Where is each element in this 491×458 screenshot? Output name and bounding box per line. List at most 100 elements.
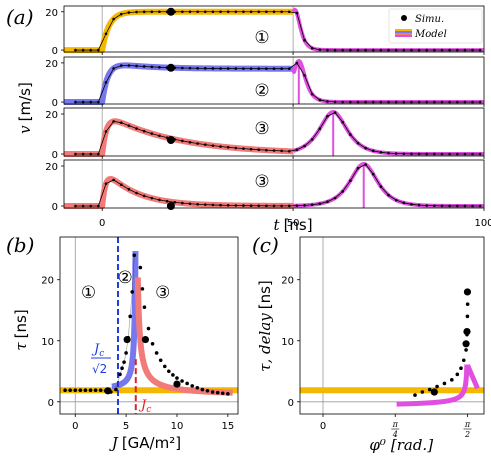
ytick-label-a4: 0 [52, 202, 58, 213]
simu-dot-a4-44 [410, 203, 413, 206]
big-dot-a3 [166, 136, 175, 144]
simu-dot-a2-35 [341, 100, 345, 104]
simu-dot-a1-6 [119, 12, 123, 16]
simu-dot-a2-17 [203, 67, 207, 70]
simu-dot-a2-14 [181, 66, 184, 70]
simu-dot-a3-32 [318, 127, 322, 131]
ytick-label-c: 10 [281, 337, 294, 348]
simu-dot-a2-5 [112, 67, 115, 70]
x-axis-unit-a: [ns] [284, 216, 313, 234]
simu-dot-a4-15 [188, 202, 192, 206]
simu-dot-b-23 [150, 342, 155, 346]
xtick-label-c-num: π [392, 420, 399, 429]
simu-dot-a3-44 [410, 152, 413, 156]
simu-dot-a4-7 [127, 188, 131, 191]
simu-dot-a2-8 [135, 64, 138, 68]
annotation-jc-sub: c [146, 405, 151, 415]
xtick-label-a: 100 [474, 218, 491, 229]
simu-dot-a4-38 [364, 163, 367, 166]
simu-dot-a3-45 [417, 152, 421, 156]
simu-dot-a4-17 [203, 203, 207, 206]
annotation-jc-var: J [138, 398, 147, 413]
simu-dot-a4-3 [97, 204, 100, 208]
big-dot-b-0 [104, 387, 112, 395]
x-axis-var-a: t [274, 216, 281, 234]
simu-dot-a3-31 [310, 138, 314, 141]
simu-dot-a2-48 [440, 100, 444, 104]
simu-dot-b-38 [220, 391, 225, 396]
simu-dot-a3-49 [448, 152, 451, 156]
simu-dot-b-36 [210, 390, 215, 394]
simu-dot-a2-41 [387, 100, 390, 104]
ytick-label-b: 10 [41, 337, 54, 348]
simu-dot-b-26 [162, 364, 167, 369]
simu-dot-b-34 [200, 387, 205, 392]
simu-dot-a3-36 [349, 133, 352, 136]
simu-dot-a3-24 [257, 148, 261, 151]
simu-dot-a1-8 [135, 10, 138, 14]
simu-dot-c-12 [465, 302, 470, 306]
simu-dot-a2-3 [97, 100, 100, 104]
simu-dot-b-5 [88, 388, 93, 392]
simu-dot-a4-9 [142, 194, 146, 198]
simu-dot-a1-35 [341, 48, 345, 52]
big-dot-c-1 [462, 340, 470, 348]
simu-dot-b-16 [128, 314, 132, 319]
xtick-label-c: 0 [320, 421, 326, 432]
simu-dot-a3-27 [280, 149, 283, 153]
simu-dot-a3-22 [242, 147, 245, 150]
simu-dot-a4-45 [417, 203, 421, 207]
simu-dot-b-13 [122, 360, 126, 364]
simu-dot-a3-33 [326, 114, 329, 118]
simu-dot-a2-7 [127, 64, 131, 67]
simu-dot-a1-22 [242, 10, 245, 14]
simu-dot-a3-15 [188, 140, 192, 144]
simu-dot-a4-36 [349, 179, 352, 183]
simu-dot-a1-32 [318, 48, 322, 52]
y-axis-label-b: τ [ns] [12, 309, 30, 350]
annotation-jc-sqrt2-num-var: J [91, 342, 100, 357]
simu-dot-a1-29 [295, 11, 299, 15]
simu-dot-c-5 [450, 378, 454, 382]
simu-dot-a3-52 [471, 152, 474, 156]
simu-dot-a3-7 [127, 124, 131, 127]
simu-dot-a4-25 [265, 204, 268, 208]
simu-dot-a1-53 [478, 48, 482, 52]
relax-curve-a4 [292, 162, 486, 208]
simu-dot-b-33 [195, 385, 200, 390]
simu-dot-a1-21 [234, 10, 238, 14]
simu-dot-c-3 [435, 384, 439, 389]
simu-dot-a4-16 [196, 202, 199, 206]
simu-dot-b-24 [154, 351, 159, 355]
simu-dot-a3-42 [394, 152, 398, 155]
simu-dot-c-4 [442, 381, 447, 386]
simu-dot-a3-19 [219, 145, 222, 148]
simu-dot-a3-40 [379, 151, 383, 154]
simu-dot-a1-15 [188, 10, 192, 14]
legend-model-swatch [395, 31, 412, 33]
simu-dot-a2-34 [333, 100, 337, 104]
xtick-label-a: 0 [99, 218, 105, 229]
ytick-label-c: 20 [281, 276, 294, 287]
simu-dot-a1-3 [97, 48, 100, 52]
simu-dot-a1-45 [417, 48, 421, 52]
ytick-label-a3: 0 [52, 150, 58, 161]
annotation-jc-sqrt2-den: √2 [92, 362, 107, 376]
simu-dot-a4-47 [433, 204, 436, 208]
legend-frame-a [388, 8, 483, 44]
simu-dot-a4-28 [287, 204, 291, 208]
simu-dot-a4-52 [471, 204, 474, 208]
axes-frame-a4 [63, 159, 485, 209]
big-dot-b-1 [123, 335, 131, 344]
y-axis-var-a: v [16, 125, 34, 134]
simu-dot-b-35 [205, 389, 210, 393]
simu-dot-a2-20 [226, 67, 230, 70]
simu-dot-a3-50 [455, 152, 459, 156]
simu-dot-b-28 [171, 373, 175, 377]
simu-dot-a2-9 [142, 65, 146, 68]
simu-dot-a4-22 [242, 204, 245, 207]
simu-dot-c-9 [464, 348, 468, 352]
simu-dot-b-17 [130, 290, 135, 294]
